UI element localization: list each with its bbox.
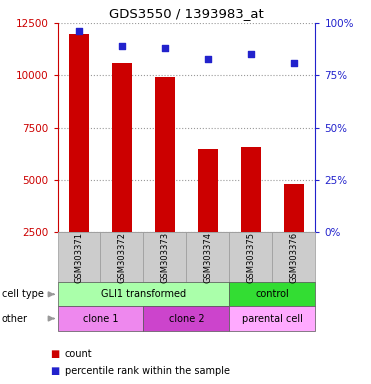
Text: GSM303375: GSM303375 — [246, 232, 255, 283]
Text: count: count — [65, 349, 92, 359]
Point — [119, 43, 125, 49]
Point — [248, 51, 254, 58]
Text: ■: ■ — [50, 366, 59, 376]
Text: cell type: cell type — [2, 289, 44, 300]
Text: GLI1 transformed: GLI1 transformed — [101, 289, 186, 300]
Text: GSM303374: GSM303374 — [203, 232, 213, 283]
Text: GSM303373: GSM303373 — [160, 232, 170, 283]
Point — [205, 56, 211, 62]
Text: clone 1: clone 1 — [83, 313, 118, 324]
Text: ■: ■ — [50, 349, 59, 359]
Text: GSM303372: GSM303372 — [118, 232, 127, 283]
Point — [162, 45, 168, 51]
Title: GDS3550 / 1393983_at: GDS3550 / 1393983_at — [109, 7, 264, 20]
Bar — [284, 184, 303, 232]
Bar — [241, 147, 260, 232]
Bar — [112, 63, 132, 232]
Text: other: other — [2, 313, 28, 324]
Bar — [198, 149, 217, 232]
Bar — [69, 33, 89, 232]
Text: parental cell: parental cell — [242, 313, 303, 324]
Point — [76, 28, 82, 35]
Text: percentile rank within the sample: percentile rank within the sample — [65, 366, 230, 376]
Text: GSM303371: GSM303371 — [75, 232, 83, 283]
Text: GSM303376: GSM303376 — [289, 232, 298, 283]
Text: clone 2: clone 2 — [168, 313, 204, 324]
Text: control: control — [256, 289, 289, 300]
Bar — [155, 78, 175, 232]
Point — [291, 60, 297, 66]
